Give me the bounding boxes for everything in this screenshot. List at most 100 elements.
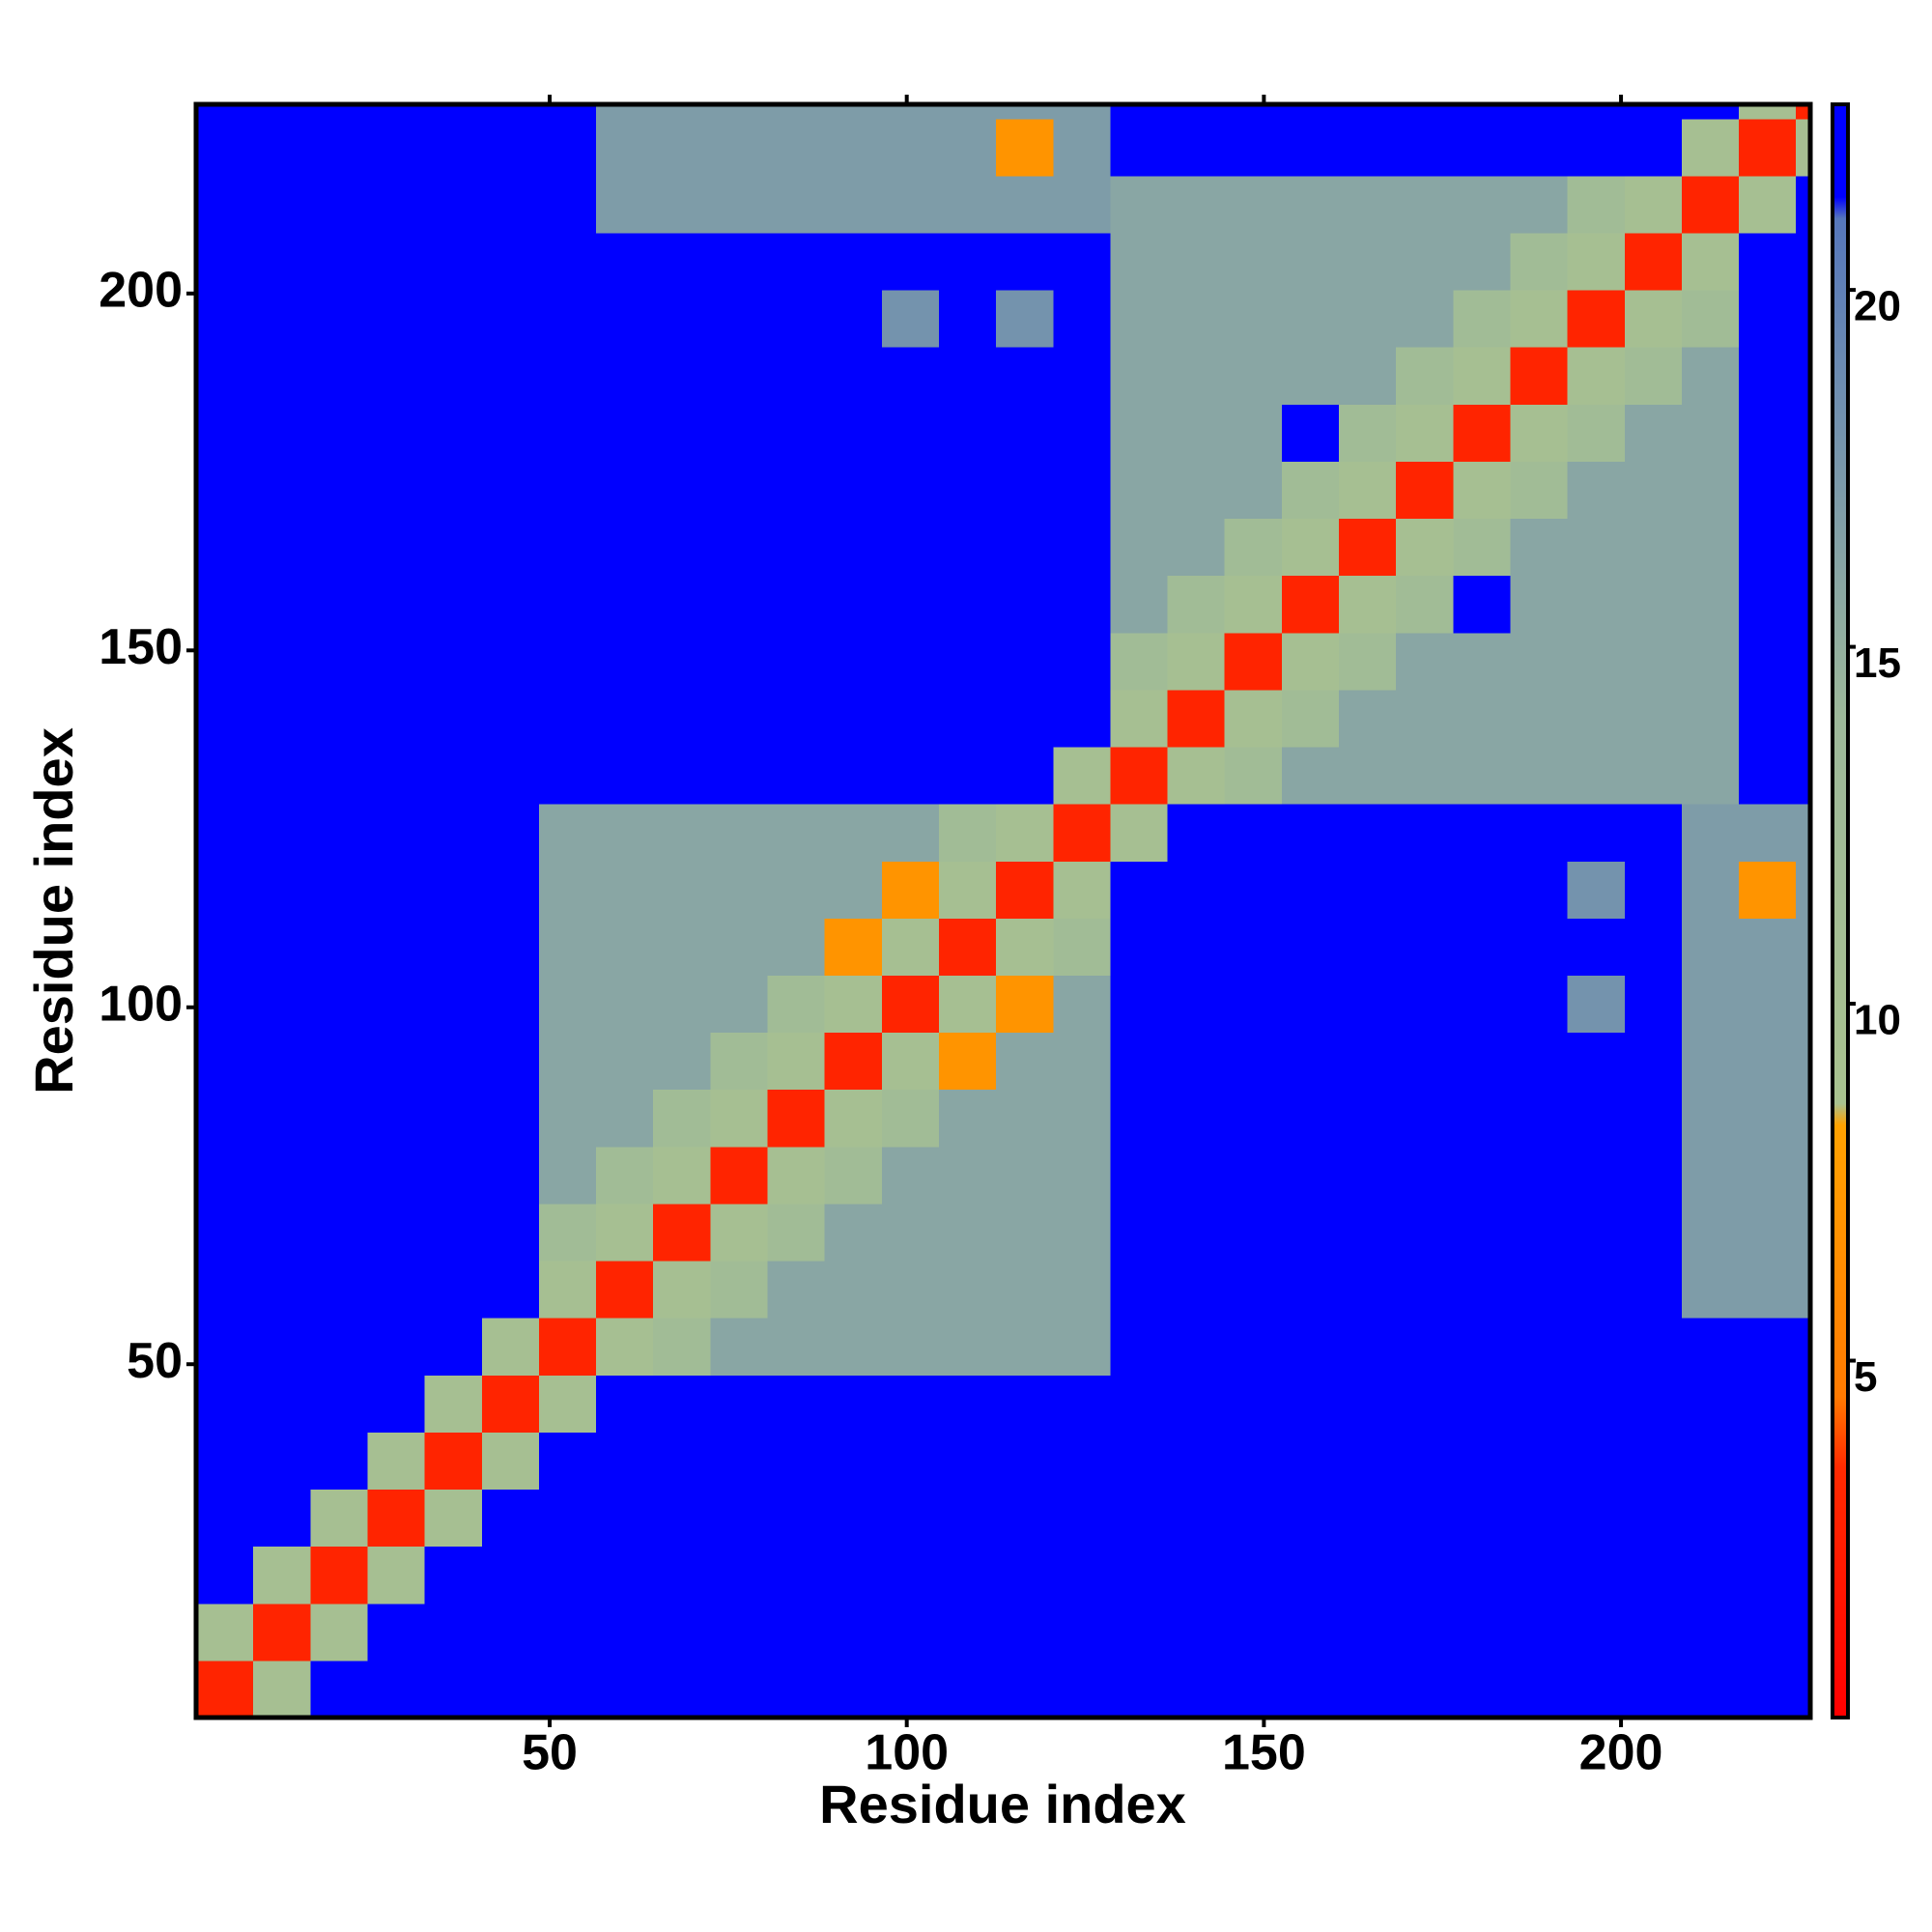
heatmap-cell [881,118,940,177]
heatmap-cell [710,975,769,1034]
heatmap-cell [424,747,483,805]
heatmap-cell [196,918,254,977]
heatmap-cell [1453,404,1511,462]
heatmap-cell [424,1203,483,1262]
heatmap-cell [1339,404,1397,462]
heatmap-cell [1624,975,1683,1034]
heatmap-cell [824,1603,883,1662]
heatmap-cell [1110,1318,1169,1376]
heatmap-cell [196,575,254,634]
heatmap-cell [1624,118,1683,177]
heatmap-cell [1053,975,1111,1034]
heatmap-cell [538,1261,597,1319]
heatmap-cell [881,1660,940,1719]
heatmap-cell [1681,1489,1740,1548]
heatmap-cell [1281,1032,1340,1091]
heatmap-cell [538,918,597,977]
heatmap-cell [767,175,826,234]
heatmap-cell [938,518,997,577]
heatmap-cell [996,689,1054,748]
heatmap-cell [1396,118,1454,177]
heatmap-cell [824,1146,883,1205]
heatmap-cell [1396,1603,1454,1662]
heatmap-cell [253,632,311,691]
heatmap-cell [1281,861,1340,919]
heatmap-cell [253,461,311,520]
heatmap-cell [310,461,368,520]
heatmap-cell [1281,118,1340,177]
heatmap-cell [310,347,368,405]
heatmap-cell [824,575,883,634]
heatmap-cell [1339,347,1397,405]
heatmap-cell [310,689,368,748]
heatmap-cell [1281,632,1340,691]
heatmap-cell [1110,804,1169,862]
heatmap-cell [367,518,426,577]
heatmap-cell [481,461,540,520]
heatmap-cell [1567,118,1626,177]
heatmap-cell [938,1146,997,1205]
heatmap-cell [1453,347,1511,405]
heatmap-cell [310,1032,368,1091]
heatmap-cell [653,1203,711,1262]
heatmap-cell [767,461,826,520]
heatmap-cell [1339,1603,1397,1662]
heatmap-cell [310,861,368,919]
heatmap-cell [767,1318,826,1376]
heatmap-cell [367,404,426,462]
heatmap-cell [938,404,997,462]
heatmap-cell [938,1375,997,1433]
heatmap-cell [1453,1375,1511,1433]
heatmap-cell [1339,1203,1397,1262]
y-tick-label: 200 [99,263,183,319]
heatmap-cell [653,1032,711,1091]
heatmap-cell [538,747,597,805]
heatmap-cell [710,1318,769,1376]
heatmap-cell [596,518,654,577]
heatmap-cell [1396,975,1454,1034]
heatmap-cell [1396,1660,1454,1719]
heatmap-cell [881,575,940,634]
heatmap-cell [767,1603,826,1662]
heatmap-cell [1053,632,1111,691]
heatmap-cell [596,104,654,120]
heatmap-cell [1681,689,1740,748]
heatmap-cell [367,689,426,748]
heatmap-cell [996,1432,1054,1491]
heatmap-cell [481,1546,540,1605]
heatmap-cell [253,747,311,805]
heatmap-cell [881,1318,940,1376]
heatmap-cell [1739,918,1797,977]
heatmap-cell [1053,233,1111,291]
heatmap-cell [1510,461,1569,520]
heatmap-cell [881,1089,940,1148]
heatmap-cell [996,1375,1054,1433]
heatmap-cell [1167,1089,1226,1148]
heatmap-cell [596,1146,654,1205]
heatmap-cell [653,175,711,234]
heatmap-cell [710,118,769,177]
heatmap-cell [710,104,769,120]
heatmap-cell [196,689,254,748]
heatmap-cell [367,1489,426,1548]
heatmap-cell [1624,1032,1683,1091]
heatmap-cell [881,1261,940,1319]
heatmap-cell [1739,1432,1797,1491]
heatmap-cell [1396,461,1454,520]
heatmap-cell [1224,918,1283,977]
heatmap-cell [481,861,540,919]
heatmap-cell [996,518,1054,577]
heatmap-cell [653,518,711,577]
heatmap-cell [1110,404,1169,462]
heatmap-cell [1624,233,1683,291]
heatmap-cell [1396,347,1454,405]
heatmap-cell [1453,461,1511,520]
heatmap-cell [996,1603,1054,1662]
heatmap-cell [596,975,654,1034]
heatmap-cell [253,1432,311,1491]
heatmap-cell [1453,689,1511,748]
heatmap-cell [1681,1432,1740,1491]
heatmap-cell [1281,575,1340,634]
heatmap-cell [253,118,311,177]
heatmap-cell [481,518,540,577]
